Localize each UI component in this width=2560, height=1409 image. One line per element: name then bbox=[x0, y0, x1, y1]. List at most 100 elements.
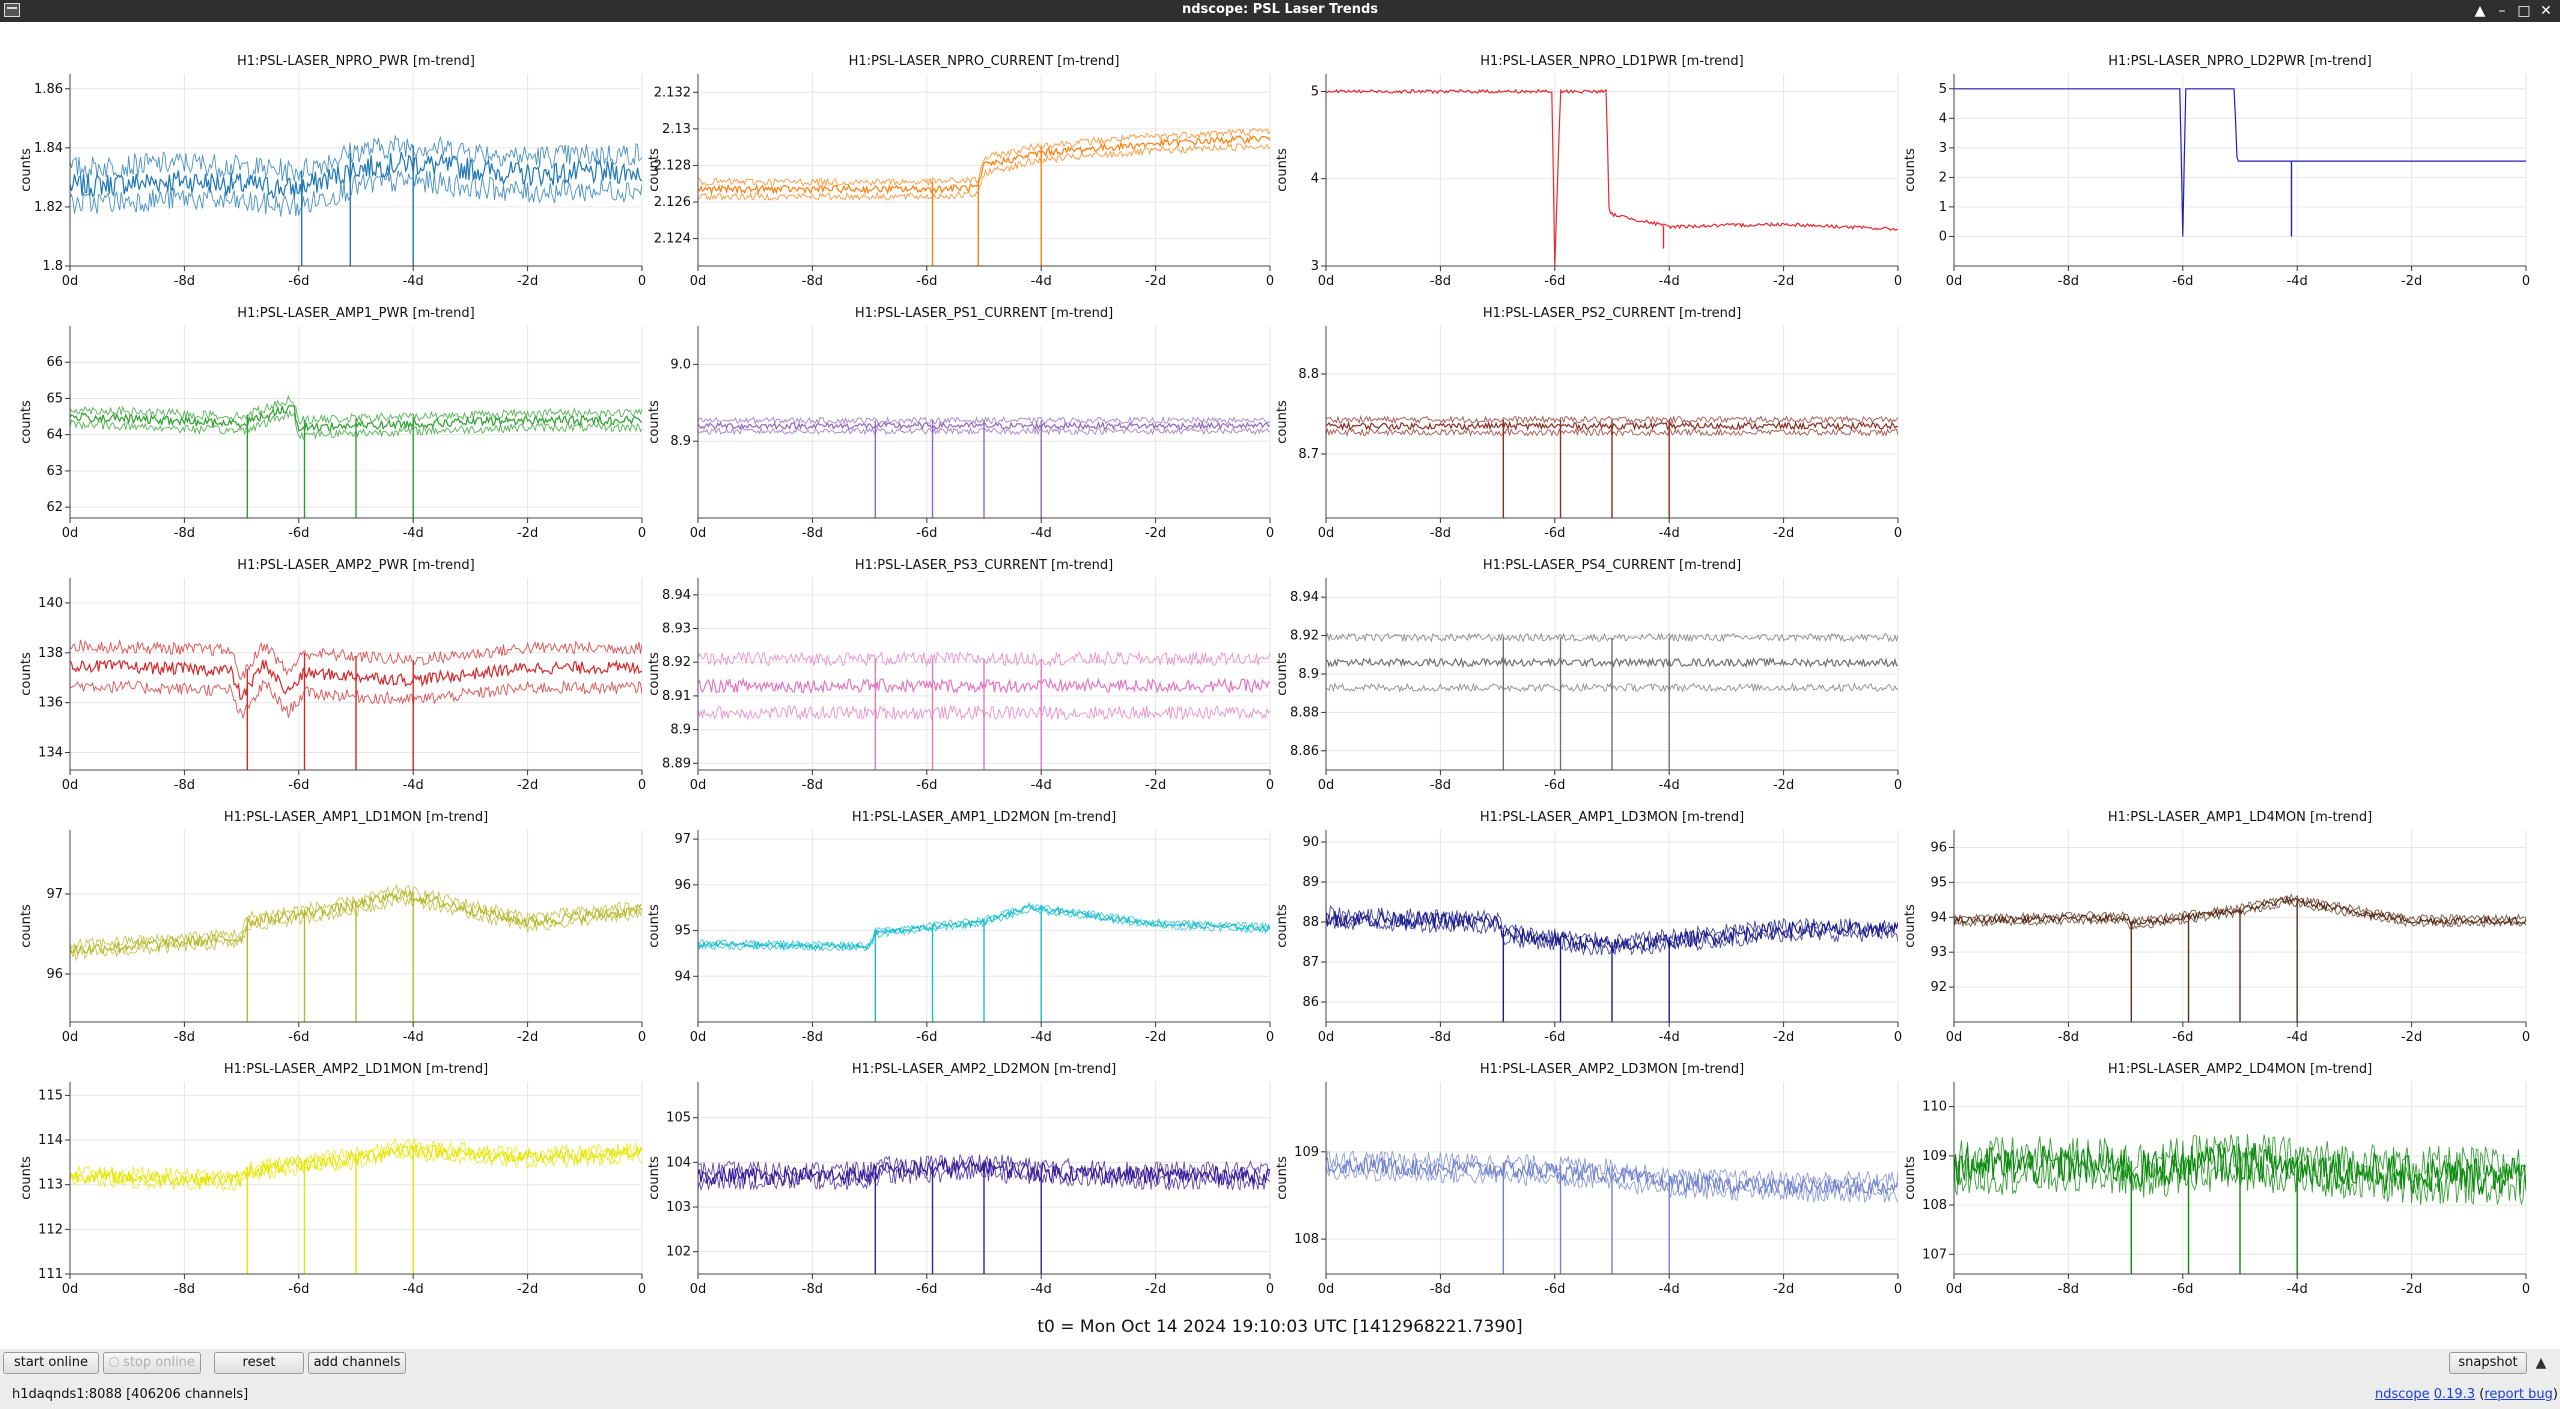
plot-title: H1:PSL-LASER_PS1_CURRENT [m-trend] bbox=[855, 306, 1113, 321]
plot-6[interactable]: H1:PSL-LASER_PS2_CURRENT [m-trend] counts… bbox=[1275, 306, 1902, 541]
y-tick-label: 96 bbox=[1930, 840, 1947, 855]
y-axis-label: counts bbox=[19, 904, 34, 948]
reset-button[interactable]: reset bbox=[214, 1352, 304, 1374]
x-tick-label: 0 bbox=[638, 778, 646, 793]
x-tick-label: 0d bbox=[62, 778, 79, 793]
plot-2[interactable]: H1:PSL-LASER_NPRO_LD1PWR [m-trend] counts… bbox=[1275, 54, 1902, 289]
x-tick-label: 0 bbox=[2522, 274, 2530, 289]
trace-group bbox=[1326, 904, 1898, 1022]
y-tick-label: 2.128 bbox=[654, 158, 691, 173]
x-tick-label: -4d bbox=[403, 778, 424, 793]
plot-title: H1:PSL-LASER_NPRO_CURRENT [m-trend] bbox=[849, 54, 1120, 69]
x-tick-label: 0d bbox=[1318, 526, 1335, 541]
x-tick-label: 0 bbox=[1266, 274, 1274, 289]
x-tick-label: 0d bbox=[1318, 1030, 1335, 1045]
x-tick-label: -8d bbox=[802, 526, 823, 541]
add-channels-button[interactable]: add channels bbox=[308, 1352, 406, 1374]
start-online-button[interactable]: start online bbox=[3, 1352, 99, 1374]
x-tick-label: -4d bbox=[403, 274, 424, 289]
plot-title: H1:PSL-LASER_AMP1_LD2MON [m-trend] bbox=[852, 810, 1116, 825]
collapse-toolbar-icon[interactable]: ▲ bbox=[2535, 1355, 2547, 1371]
minimize-button[interactable]: – bbox=[2498, 3, 2506, 19]
y-axis-label: counts bbox=[19, 148, 34, 192]
y-axis-label: counts bbox=[19, 1156, 34, 1200]
keep-above-button[interactable]: ▲ bbox=[2474, 3, 2486, 19]
y-tick-label: 4 bbox=[1311, 172, 1319, 187]
plot-1[interactable]: H1:PSL-LASER_NPRO_CURRENT [m-trend] count… bbox=[647, 54, 1274, 289]
x-tick-label: -4d bbox=[1031, 274, 1052, 289]
x-tick-label: -6d bbox=[288, 1282, 309, 1297]
plot-10[interactable]: H1:PSL-LASER_AMP1_LD1MON [m-trend] counts… bbox=[19, 810, 646, 1045]
x-tick-label: -2d bbox=[2401, 1030, 2422, 1045]
trace-group bbox=[70, 883, 642, 1022]
snapshot-button[interactable]: snapshot bbox=[2449, 1352, 2527, 1374]
y-tick-label: 63 bbox=[46, 464, 63, 479]
ndscope-link[interactable]: ndscope bbox=[2374, 1387, 2430, 1402]
y-tick-label: 92 bbox=[1930, 980, 1947, 995]
version-link[interactable]: 0.19.3 bbox=[2433, 1387, 2476, 1402]
y-tick-label: 108 bbox=[1294, 1232, 1319, 1247]
x-tick-label: 0 bbox=[1894, 526, 1902, 541]
x-tick-label: -6d bbox=[916, 1030, 937, 1045]
x-tick-label: -8d bbox=[1430, 526, 1451, 541]
stop-online-button[interactable]: stop online bbox=[103, 1352, 201, 1374]
x-tick-label: -6d bbox=[916, 1282, 937, 1297]
plot-13[interactable]: H1:PSL-LASER_AMP1_LD4MON [m-trend] counts… bbox=[1903, 810, 2530, 1045]
trace-group bbox=[698, 901, 1270, 1022]
plot-15[interactable]: H1:PSL-LASER_AMP2_LD2MON [m-trend] counts… bbox=[647, 1062, 1274, 1297]
y-tick-label: 64 bbox=[46, 428, 63, 443]
y-tick-label: 8.92 bbox=[662, 655, 691, 670]
trace-envelope bbox=[1326, 1150, 1898, 1189]
trace-mean bbox=[1954, 88, 2526, 237]
y-tick-label: 66 bbox=[46, 355, 63, 370]
x-tick-label: 0d bbox=[62, 274, 79, 289]
y-tick-label: 105 bbox=[666, 1111, 691, 1126]
y-tick-label: 138 bbox=[38, 646, 63, 661]
x-tick-label: 0d bbox=[1946, 274, 1963, 289]
plot-7[interactable]: H1:PSL-LASER_AMP2_PWR [m-trend] counts 0d -… bbox=[19, 558, 646, 793]
close-button[interactable]: ✕ bbox=[2540, 3, 2552, 19]
y-tick-label: 95 bbox=[1930, 875, 1947, 890]
trace-group bbox=[70, 134, 642, 266]
plot-0[interactable]: H1:PSL-LASER_NPRO_PWR [m-trend] counts 0d -… bbox=[19, 54, 646, 289]
y-axis-label: counts bbox=[1275, 148, 1290, 192]
x-tick-label: 0 bbox=[2522, 1030, 2530, 1045]
y-tick-label: 97 bbox=[46, 887, 63, 902]
plot-4[interactable]: H1:PSL-LASER_AMP1_PWR [m-trend] counts 0d -… bbox=[19, 306, 646, 541]
report-bug-link[interactable]: report bug bbox=[2484, 1387, 2553, 1402]
x-tick-label: 0 bbox=[638, 274, 646, 289]
y-axis-label: counts bbox=[647, 1156, 662, 1200]
y-axis-label: counts bbox=[647, 652, 662, 696]
x-tick-label: -4d bbox=[403, 526, 424, 541]
y-axis-label: counts bbox=[1903, 904, 1918, 948]
x-tick-label: -8d bbox=[1430, 778, 1451, 793]
x-tick-label: -2d bbox=[1145, 274, 1166, 289]
plots-grid[interactable]: H1:PSL-LASER_NPRO_PWR [m-trend] counts 0d -… bbox=[0, 22, 2560, 1322]
plot-11[interactable]: H1:PSL-LASER_AMP1_LD2MON [m-trend] counts… bbox=[647, 810, 1274, 1045]
plot-14[interactable]: H1:PSL-LASER_AMP2_LD1MON [m-trend] counts… bbox=[19, 1062, 646, 1297]
trace-group bbox=[698, 650, 1270, 770]
plot-12[interactable]: H1:PSL-LASER_AMP1_LD3MON [m-trend] counts… bbox=[1275, 810, 1902, 1045]
plot-16[interactable]: H1:PSL-LASER_AMP2_LD3MON [m-trend] counts… bbox=[1275, 1062, 1902, 1297]
x-tick-label: -6d bbox=[1544, 1030, 1565, 1045]
plot-9[interactable]: H1:PSL-LASER_PS4_CURRENT [m-trend] counts… bbox=[1275, 558, 1902, 793]
plot-area: H1:PSL-LASER_NPRO_PWR [m-trend] counts 0d -… bbox=[0, 22, 2560, 1349]
x-tick-label: -4d bbox=[1659, 1282, 1680, 1297]
x-tick-label: 0 bbox=[638, 1030, 646, 1045]
x-tick-label: -6d bbox=[288, 778, 309, 793]
trace-group bbox=[1954, 88, 2526, 237]
maximize-button[interactable]: □ bbox=[2517, 3, 2531, 19]
plot-17[interactable]: H1:PSL-LASER_AMP2_LD4MON [m-trend] counts… bbox=[1903, 1062, 2530, 1297]
x-tick-label: 0d bbox=[690, 526, 707, 541]
plot-5[interactable]: H1:PSL-LASER_PS1_CURRENT [m-trend] counts… bbox=[647, 306, 1274, 541]
x-tick-label: -2d bbox=[517, 778, 538, 793]
x-tick-label: -8d bbox=[174, 274, 195, 289]
stop-online-label: stop online bbox=[123, 1355, 195, 1370]
y-tick-label: 134 bbox=[38, 746, 63, 761]
y-tick-label: 4 bbox=[1939, 111, 1947, 126]
x-tick-label: -8d bbox=[2058, 1282, 2079, 1297]
plot-8[interactable]: H1:PSL-LASER_PS3_CURRENT [m-trend] counts… bbox=[647, 558, 1274, 793]
trace-envelope bbox=[70, 134, 642, 182]
plot-3[interactable]: H1:PSL-LASER_NPRO_LD2PWR [m-trend] counts… bbox=[1903, 54, 2530, 289]
x-tick-label: -8d bbox=[1430, 1030, 1451, 1045]
